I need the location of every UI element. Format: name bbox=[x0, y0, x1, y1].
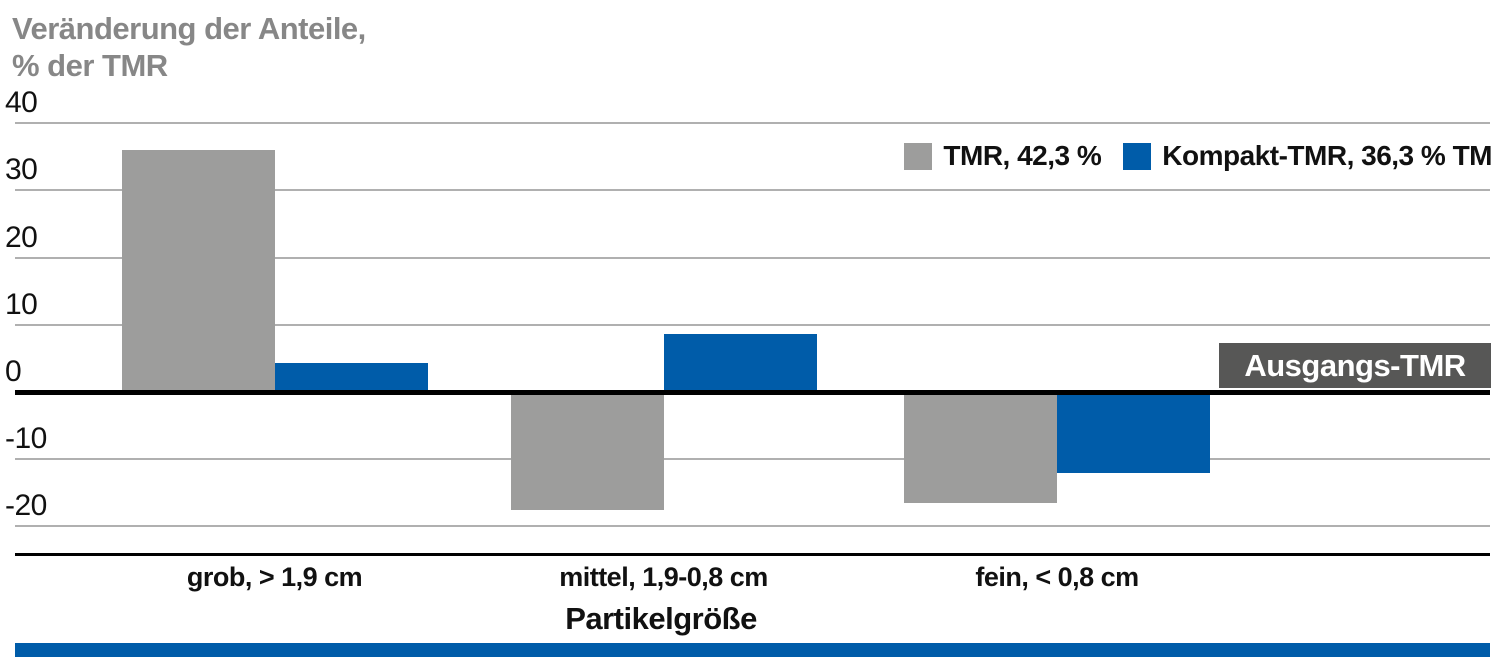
ausgangs-tmr-badge: Ausgangs-TMR bbox=[1219, 343, 1491, 388]
x-axis-line bbox=[15, 553, 1490, 556]
legend-label-1: TMR, 42,3 % bbox=[943, 140, 1102, 171]
bar-series2-cat2 bbox=[663, 333, 817, 392]
y-tick-label-40: 40 bbox=[5, 86, 38, 120]
gridline-20 bbox=[15, 256, 1490, 259]
chart-title-line1: Veränderung der Anteile, bbox=[12, 11, 366, 46]
y-tick-label-0: 0 bbox=[5, 355, 22, 388]
chart-title: Veränderung der Anteile, % der TMR bbox=[12, 10, 366, 84]
bar-series1-cat3 bbox=[904, 392, 1057, 503]
x-axis-title: Partikelgröße bbox=[565, 601, 757, 636]
gridline-10 bbox=[15, 323, 1490, 326]
legend-swatch-2 bbox=[1123, 142, 1152, 170]
legend-label-2: Kompakt-TMR, 36,3 % TM bbox=[1162, 140, 1492, 171]
gridline--20 bbox=[15, 525, 1490, 528]
gridline-40 bbox=[15, 122, 1490, 125]
bar-series1-cat2 bbox=[510, 392, 664, 510]
category-label-1: grob, > 1,9 cm bbox=[186, 562, 363, 592]
bar-series2-cat1 bbox=[274, 363, 428, 392]
y-tick-label--10: -10 bbox=[5, 422, 47, 456]
gridline-30 bbox=[15, 189, 1490, 192]
bar-series1-cat1 bbox=[121, 150, 275, 392]
zero-baseline bbox=[15, 390, 1490, 395]
chart-title-line2: % der TMR bbox=[12, 48, 168, 83]
legend: TMR, 42,3 % Kompakt-TMR, 36,3 % TM bbox=[904, 140, 1492, 172]
y-tick-label--20: -20 bbox=[5, 489, 47, 523]
legend-swatch-1 bbox=[904, 142, 933, 170]
y-tick-label-30: 30 bbox=[5, 153, 38, 187]
legend-item-1: TMR, 42,3 % bbox=[904, 140, 1102, 172]
category-label-3: fein, < 0,8 cm bbox=[975, 562, 1139, 592]
legend-item-2: Kompakt-TMR, 36,3 % TM bbox=[1123, 140, 1492, 172]
y-tick-label-20: 20 bbox=[5, 220, 38, 254]
bottom-accent-rule bbox=[15, 643, 1490, 657]
y-tick-label-10: 10 bbox=[5, 287, 38, 321]
category-label-2: mittel, 1,9-0,8 cm bbox=[559, 562, 768, 592]
bar-series2-cat3 bbox=[1057, 392, 1210, 473]
gridline--10 bbox=[15, 458, 1490, 461]
